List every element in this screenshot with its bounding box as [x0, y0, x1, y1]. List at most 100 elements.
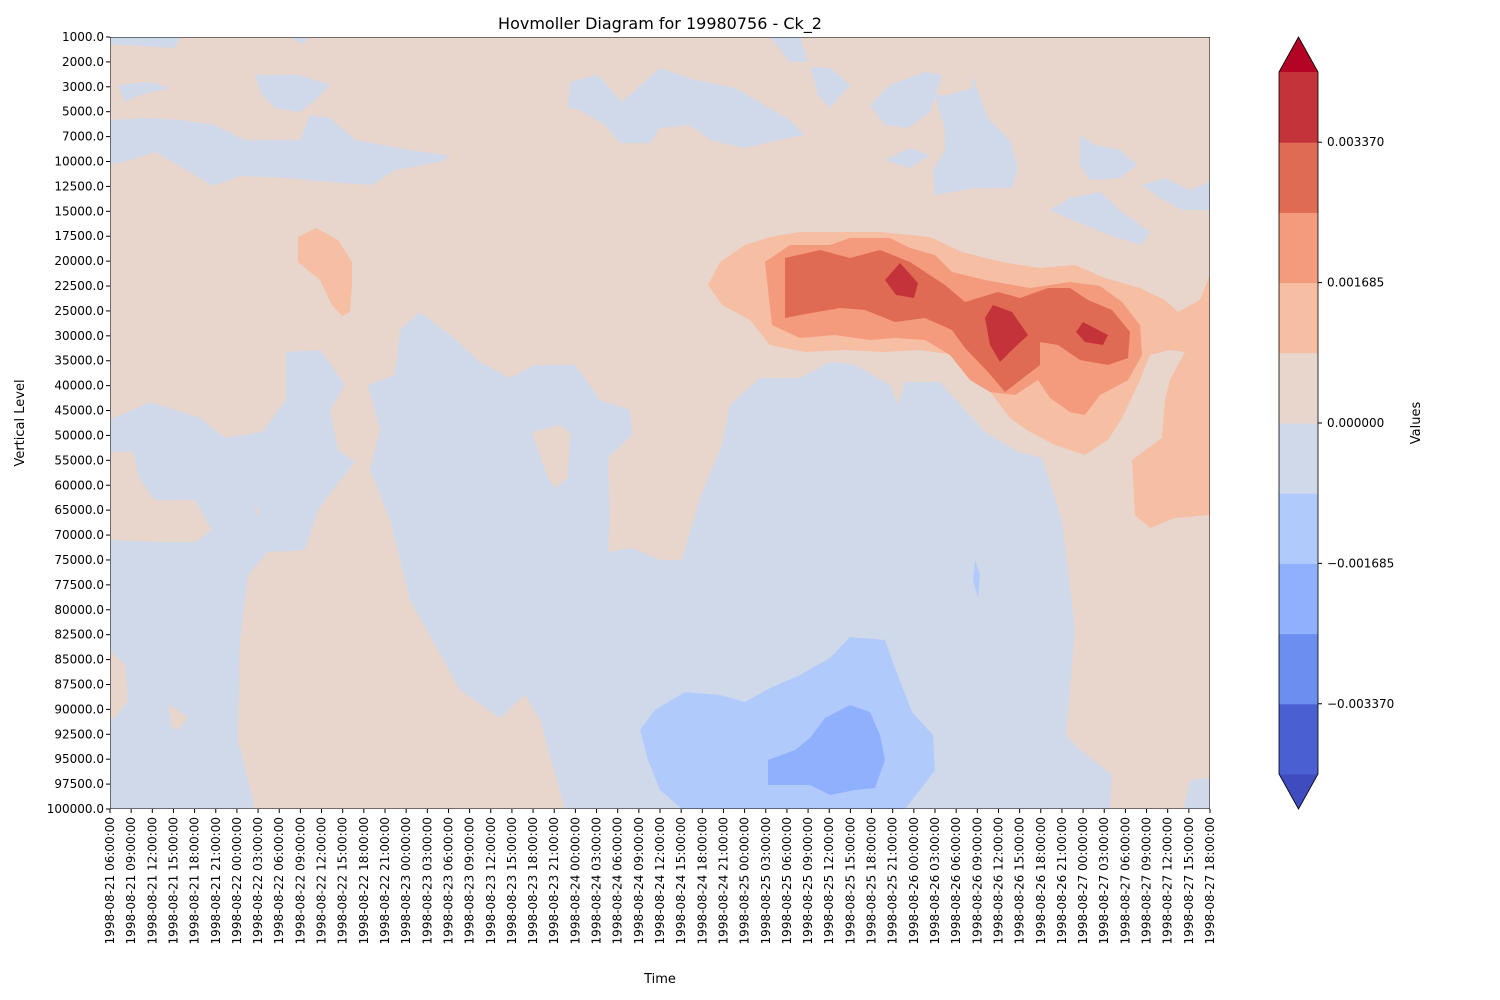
y-tick-label: 2000.0	[62, 55, 104, 69]
y-tick-label: 30000.0	[54, 329, 104, 343]
x-tick-label: 1998-08-22 09:00:00	[293, 817, 307, 944]
x-tick-label: 1998-08-23 06:00:00	[441, 817, 455, 944]
x-tick-label: 1998-08-25 18:00:00	[865, 817, 879, 944]
y-tick-label: 82500.0	[54, 628, 104, 642]
colorbar-label: Values	[1409, 402, 1424, 445]
y-tick-label: 87500.0	[54, 677, 104, 691]
x-tick-label: 1998-08-23 00:00:00	[399, 817, 413, 944]
colorbar: 0.003370 0.001685 0.000000 −0.001685 −0.0033…	[1278, 36, 1394, 810]
y-tick-label: 10000.0	[54, 155, 104, 169]
colorbar-swatch	[1279, 423, 1318, 494]
colorbar-swatch	[1279, 563, 1318, 635]
x-tick-label: 1998-08-24 09:00:00	[632, 817, 646, 944]
x-tick-label: 1998-08-26 00:00:00	[907, 817, 921, 944]
x-tick-label: 1998-08-24 03:00:00	[590, 817, 604, 944]
x-tick-label: 1998-08-26 18:00:00	[1034, 817, 1048, 944]
x-tick-label: 1998-08-26 21:00:00	[1055, 817, 1069, 944]
colorbar-tick-label: 0.003370	[1327, 135, 1384, 149]
colorbar-swatch	[1279, 493, 1318, 564]
y-tick-label: 92500.0	[54, 727, 104, 741]
y-tick-label: 95000.0	[54, 752, 104, 766]
y-tick-label: 17500.0	[54, 229, 104, 243]
x-tick-label: 1998-08-27 12:00:00	[1161, 817, 1175, 944]
y-tick-label: 40000.0	[54, 379, 104, 393]
y-tick-label: 12500.0	[54, 179, 104, 193]
chart-title: Hovmoller Diagram for 19980756 - Ck_2	[498, 14, 822, 34]
x-tick-label: 1998-08-22 00:00:00	[230, 817, 244, 944]
x-tick-label: 1998-08-22 21:00:00	[378, 817, 392, 944]
colorbar-tick-label: −0.003370	[1327, 697, 1394, 711]
contour-band-positive-4	[885, 263, 1108, 362]
x-tick-label: 1998-08-22 03:00:00	[251, 817, 265, 944]
x-tick-label: 1998-08-24 00:00:00	[568, 817, 582, 944]
x-tick-label: 1998-08-23 21:00:00	[547, 817, 561, 944]
y-tick-label: 85000.0	[54, 653, 104, 667]
y-tick-label: 90000.0	[54, 702, 104, 716]
y-tick-label: 15000.0	[54, 204, 104, 218]
x-tick-label: 1998-08-22 12:00:00	[315, 817, 329, 944]
x-tick-label: 1998-08-26 15:00:00	[1013, 817, 1027, 944]
colorbar-swatch	[1279, 212, 1318, 284]
x-tick-label: 1998-08-26 12:00:00	[991, 817, 1005, 944]
x-tick-label: 1998-08-22 18:00:00	[357, 817, 371, 944]
y-tick-label: 55000.0	[54, 453, 104, 467]
plot-area	[110, 37, 1210, 809]
y-axis: 1000.0 2000.0 3000.0 5000.0 7000.0 10000.0 125…	[47, 30, 110, 816]
x-tick-label: 1998-08-25 15:00:00	[843, 817, 857, 944]
x-tick-label: 1998-08-21 06:00:00	[103, 817, 117, 944]
contour-band-negative-3	[768, 705, 885, 795]
y-tick-label: 7000.0	[62, 130, 104, 144]
colorbar-under-triangle	[1279, 774, 1318, 809]
colorbar-swatch	[1279, 633, 1318, 705]
y-tick-label: 77500.0	[54, 578, 104, 592]
y-tick-label: 65000.0	[54, 503, 104, 517]
x-tick-label: 1998-08-26 03:00:00	[928, 817, 942, 944]
x-tick-label: 1998-08-24 18:00:00	[695, 817, 709, 944]
x-tick-label: 1998-08-26 09:00:00	[970, 817, 984, 944]
y-tick-label: 50000.0	[54, 428, 104, 442]
contour-band-positive-3	[785, 250, 1130, 392]
x-tick-label: 1998-08-22 15:00:00	[336, 817, 350, 944]
y-axis-label: Vertical Level	[13, 379, 28, 466]
colorbar-swatch	[1279, 352, 1318, 424]
x-tick-label: 1998-08-24 12:00:00	[653, 817, 667, 944]
x-tick-label: 1998-08-23 12:00:00	[484, 817, 498, 944]
y-tick-label: 25000.0	[54, 304, 104, 318]
x-tick-label: 1998-08-23 18:00:00	[526, 817, 540, 944]
x-tick-label: 1998-08-27 00:00:00	[1076, 817, 1090, 944]
x-tick-label: 1998-08-21 09:00:00	[124, 817, 138, 944]
x-tick-label: 1998-08-25 06:00:00	[780, 817, 794, 944]
colorbar-swatch	[1279, 703, 1318, 775]
y-tick-label: 3000.0	[62, 80, 104, 94]
x-tick-label: 1998-08-27 09:00:00	[1140, 817, 1154, 944]
x-tick-label: 1998-08-24 21:00:00	[716, 817, 730, 944]
x-tick-label: 1998-08-26 06:00:00	[949, 817, 963, 944]
x-tick-label: 1998-08-21 15:00:00	[166, 817, 180, 944]
y-tick-label: 70000.0	[54, 528, 104, 542]
y-tick-label: 97500.0	[54, 777, 104, 791]
x-tick-label: 1998-08-25 12:00:00	[822, 817, 836, 944]
colorbar-swatch	[1279, 142, 1318, 213]
colorbar-tick-label: 0.000000	[1327, 416, 1384, 430]
x-tick-label: 1998-08-21 18:00:00	[188, 817, 202, 944]
x-tick-label: 1998-08-21 12:00:00	[145, 817, 159, 944]
y-tick-label: 45000.0	[54, 404, 104, 418]
x-tick-label: 1998-08-23 03:00:00	[420, 817, 434, 944]
x-tick-label: 1998-08-27 18:00:00	[1203, 817, 1217, 944]
x-tick-label: 1998-08-27 03:00:00	[1097, 817, 1111, 944]
colorbar-swatch	[1279, 282, 1318, 354]
colorbar-tick-label: −0.001685	[1327, 556, 1394, 570]
x-tick-label: 1998-08-25 03:00:00	[759, 817, 773, 944]
y-tick-label: 60000.0	[54, 478, 104, 492]
y-tick-label: 22500.0	[54, 279, 104, 293]
x-axis: 1998-08-21 06:00:00 1998-08-21 09:00:00 19…	[103, 809, 1217, 944]
y-tick-label: 1000.0	[62, 30, 104, 44]
y-tick-label: 80000.0	[54, 603, 104, 617]
x-tick-label: 1998-08-23 15:00:00	[505, 817, 519, 944]
y-tick-label: 5000.0	[62, 105, 104, 119]
colorbar-outline	[1278, 36, 1319, 810]
x-axis-label: Time	[643, 972, 676, 987]
colorbar-over-triangle	[1279, 37, 1318, 72]
x-tick-label: 1998-08-27 06:00:00	[1118, 817, 1132, 944]
